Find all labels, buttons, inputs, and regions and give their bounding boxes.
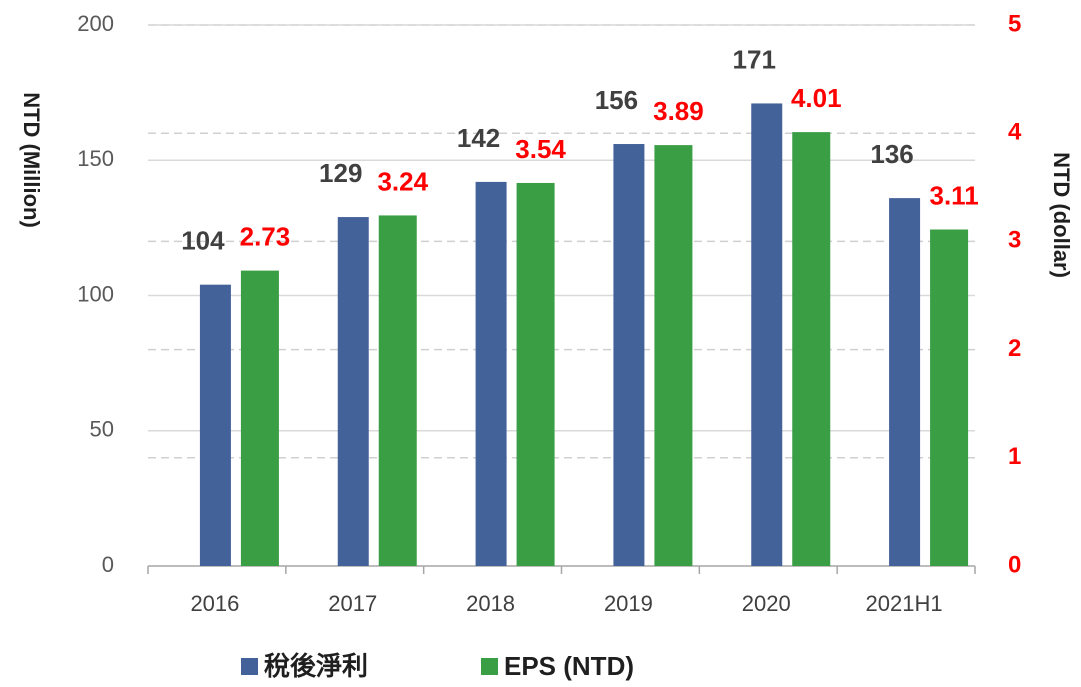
y-tick-label: 100 bbox=[77, 281, 114, 306]
legend-label: 稅後淨利 bbox=[264, 651, 368, 681]
bar bbox=[199, 284, 231, 566]
data-label: 136 bbox=[870, 139, 913, 169]
data-label: 3.11 bbox=[929, 180, 978, 210]
bar bbox=[337, 217, 369, 566]
y2-tick-label: 0 bbox=[1008, 551, 1021, 578]
bar bbox=[751, 103, 783, 566]
y2-tick-label: 5 bbox=[1008, 10, 1021, 37]
data-label: 2.73 bbox=[240, 221, 291, 251]
bar bbox=[378, 215, 417, 566]
bar bbox=[889, 198, 921, 566]
legend-label: EPS (NTD) bbox=[504, 651, 634, 681]
y-tick-label: 200 bbox=[77, 11, 114, 36]
bar bbox=[792, 132, 831, 567]
bar bbox=[613, 144, 645, 566]
y-axis-title: NTD (Million) bbox=[19, 92, 44, 228]
y-tick-label: 150 bbox=[77, 146, 114, 171]
legend-swatch bbox=[481, 658, 498, 675]
bar bbox=[240, 270, 279, 566]
x-tick-label: 2018 bbox=[466, 591, 515, 616]
bar bbox=[516, 182, 555, 567]
data-label: 4.01 bbox=[791, 83, 842, 113]
data-label: 3.89 bbox=[653, 96, 704, 126]
y2-tick-label: 4 bbox=[1008, 119, 1022, 146]
data-label: 129 bbox=[319, 158, 362, 188]
x-tick-label: 2017 bbox=[328, 591, 377, 616]
y-tick-label: 50 bbox=[90, 417, 114, 442]
x-tick-label: 2021H1 bbox=[866, 591, 943, 616]
y2-tick-label: 2 bbox=[1008, 335, 1021, 362]
y2-tick-label: 1 bbox=[1008, 443, 1021, 470]
bar bbox=[475, 181, 507, 566]
data-label: 104 bbox=[181, 226, 225, 256]
bar bbox=[654, 145, 693, 567]
x-tick-label: 2020 bbox=[742, 591, 791, 616]
data-label: 142 bbox=[457, 123, 500, 153]
y-tick-label: 0 bbox=[102, 552, 114, 577]
legend-swatch bbox=[241, 658, 258, 675]
data-label: 171 bbox=[733, 44, 776, 74]
x-tick-label: 2016 bbox=[190, 591, 239, 616]
bar bbox=[930, 229, 969, 567]
data-label: 3.54 bbox=[515, 134, 566, 164]
data-label: 3.24 bbox=[377, 166, 428, 196]
x-tick-label: 2019 bbox=[604, 591, 653, 616]
y2-tick-label: 3 bbox=[1008, 227, 1021, 254]
data-label: 156 bbox=[595, 85, 638, 115]
y2-axis-title: NTD (dollar) bbox=[1049, 152, 1074, 278]
